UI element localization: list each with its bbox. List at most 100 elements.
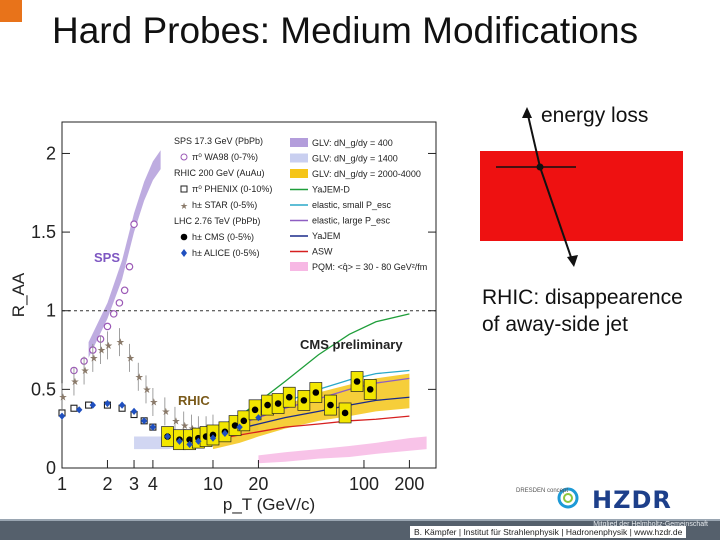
dresden-concept-logo bbox=[557, 487, 579, 509]
series-4-point-12 bbox=[209, 434, 217, 442]
legend-left-label-6: h± CMS (0-5%) bbox=[192, 232, 254, 242]
series-0-point-4 bbox=[103, 322, 112, 331]
legend-right-label-3: YaJEM-D bbox=[312, 185, 350, 195]
x-axis-label: p_T (GeV/c) bbox=[223, 495, 315, 514]
series-3-point-13 bbox=[300, 397, 308, 404]
model-band-2 bbox=[212, 373, 410, 450]
legend-right-swatch-1 bbox=[290, 153, 308, 163]
legend-right-label-0: GLV: dN_g/dy = 400 bbox=[312, 138, 393, 148]
series-3-point-16 bbox=[341, 409, 349, 417]
x-tick-label-6: 100 bbox=[349, 474, 379, 494]
series-4-point-1 bbox=[76, 406, 83, 414]
series-4-point-3 bbox=[104, 399, 111, 408]
slide-title: Hard Probes: Medium Modifications bbox=[52, 10, 639, 51]
x-tick-label-1: 2 bbox=[102, 474, 112, 494]
legend-right-label-5: elastic, large P_esc bbox=[312, 216, 391, 226]
legend-left-marker-6 bbox=[180, 233, 188, 241]
series-0-point-9 bbox=[130, 220, 138, 229]
legend-right-swatch-0 bbox=[290, 138, 308, 147]
series-2-point-4: ★ bbox=[97, 346, 106, 357]
series-2-point-7: ★ bbox=[126, 353, 135, 364]
series-3-point-10 bbox=[264, 401, 271, 409]
away-side-arrowhead bbox=[567, 255, 578, 267]
legend-left-marker-7 bbox=[181, 249, 187, 257]
series-3-point-12 bbox=[285, 393, 293, 401]
legend-left-label-1: π⁰ WA98 (0-7%) bbox=[192, 152, 258, 162]
legend-right-swatch-2 bbox=[290, 169, 308, 178]
legend-left-marker-1 bbox=[180, 153, 188, 161]
legend-right-label-8: PQM: <q̂> = 30 - 80 GeV²/fm bbox=[312, 262, 427, 272]
series-0-point-8 bbox=[125, 262, 134, 271]
dresden-concept-label: DRESDEN concept bbox=[516, 488, 569, 494]
series-2-point-2: ★ bbox=[81, 366, 90, 377]
cms-preliminary-label: CMS preliminary bbox=[300, 337, 403, 352]
plot-frame bbox=[61, 121, 437, 469]
legend-left-header-2: RHIC 200 GeV (AuAu) bbox=[174, 168, 265, 178]
series-2-point-11: ★ bbox=[161, 407, 170, 418]
footer-institution: Mitglied der Helmholtz-Gemeinschaft bbox=[593, 521, 708, 528]
y-tick-label-3: 1.5 bbox=[31, 222, 56, 242]
series-3-point-14 bbox=[312, 389, 320, 396]
x-tick-label-5: 20 bbox=[248, 474, 268, 494]
series-4-point-8 bbox=[164, 432, 171, 441]
series-4-point-7 bbox=[149, 423, 157, 431]
series-4-point-0 bbox=[58, 412, 66, 420]
series-2-point-0: ★ bbox=[59, 393, 68, 404]
series-0-point-6 bbox=[115, 299, 124, 307]
series-4-point-2 bbox=[89, 401, 97, 409]
series-4-point-4 bbox=[118, 401, 126, 409]
series-4-point-5 bbox=[130, 407, 138, 415]
series-0-point-7 bbox=[120, 286, 129, 295]
away-side-jet-arrow bbox=[539, 166, 574, 264]
rhic-annotation: RHIC: disappearence of away-side jet bbox=[482, 284, 683, 338]
y-tick-label-1: 0.5 bbox=[31, 379, 56, 399]
legend-right-label-6: YaJEM bbox=[312, 231, 340, 241]
y-axis-label: R_AA bbox=[9, 272, 28, 317]
series-1-point-1 bbox=[70, 404, 78, 412]
series-2-point-13: ★ bbox=[180, 421, 189, 432]
x-tick-label-3: 4 bbox=[148, 474, 158, 494]
legend-right-swatch-8 bbox=[290, 262, 308, 271]
legend-right-label-4: elastic, small P_esc bbox=[312, 200, 392, 210]
series-2-point-10: ★ bbox=[149, 397, 158, 408]
series-2-point-5: ★ bbox=[104, 341, 113, 352]
near-side-arrowhead bbox=[522, 107, 532, 118]
rhic-annotation-line1: RHIC: disappearence bbox=[482, 286, 683, 309]
medium-block bbox=[480, 151, 683, 241]
legend-right-label-2: GLV: dN_g/dy = 2000-4000 bbox=[312, 169, 421, 179]
series-4-point-6 bbox=[140, 417, 148, 425]
series-3-point-17 bbox=[353, 378, 361, 385]
x-tick-label-7: 200 bbox=[394, 474, 424, 494]
y-tick-label-2: 1 bbox=[46, 301, 56, 321]
accent-square bbox=[0, 0, 22, 22]
series-3-point-8 bbox=[240, 417, 248, 425]
series-4-point-13 bbox=[221, 429, 229, 437]
legend-right-label-7: ASW bbox=[312, 247, 333, 257]
series-4-point-10 bbox=[186, 440, 193, 449]
legend-left-marker-3 bbox=[180, 185, 188, 193]
series-3-point-2 bbox=[186, 436, 193, 443]
series-2-point-12: ★ bbox=[171, 416, 180, 427]
rhic-annotation-line2: of away-side jet bbox=[482, 313, 628, 336]
series-2-point-1: ★ bbox=[70, 377, 79, 388]
footer-text: B. Kämpfer | Institut für Strahlenphysik… bbox=[410, 526, 687, 538]
x-tick-label-0: 1 bbox=[57, 474, 67, 494]
legend-left-header-5: LHC 2.76 TeV (PbPb) bbox=[174, 216, 260, 226]
legend-left-header-0: SPS 17.3 GeV (PbPb) bbox=[174, 136, 263, 146]
legend-left-label-3: π⁰ PHENIX (0-10%) bbox=[192, 184, 272, 194]
series-0-point-5 bbox=[109, 310, 118, 318]
series-3-point-9 bbox=[251, 406, 259, 414]
model-band-0 bbox=[88, 150, 161, 358]
legend-left-marker-4: ★ bbox=[180, 201, 188, 211]
y-tick-label-4: 2 bbox=[46, 143, 56, 163]
footer-stripe bbox=[0, 519, 720, 521]
series-2-point-9: ★ bbox=[142, 385, 151, 396]
series-4-point-14 bbox=[236, 423, 243, 431]
near-side-jet-arrow bbox=[526, 110, 541, 168]
series-2-point-3: ★ bbox=[89, 353, 98, 364]
jet-diagram bbox=[480, 107, 683, 267]
series-4-point-15 bbox=[255, 414, 262, 422]
series-3-point-18 bbox=[366, 386, 374, 393]
legend-left-label-7: h± ALICE (0-5%) bbox=[192, 248, 259, 258]
rhic-label: RHIC bbox=[178, 393, 210, 408]
